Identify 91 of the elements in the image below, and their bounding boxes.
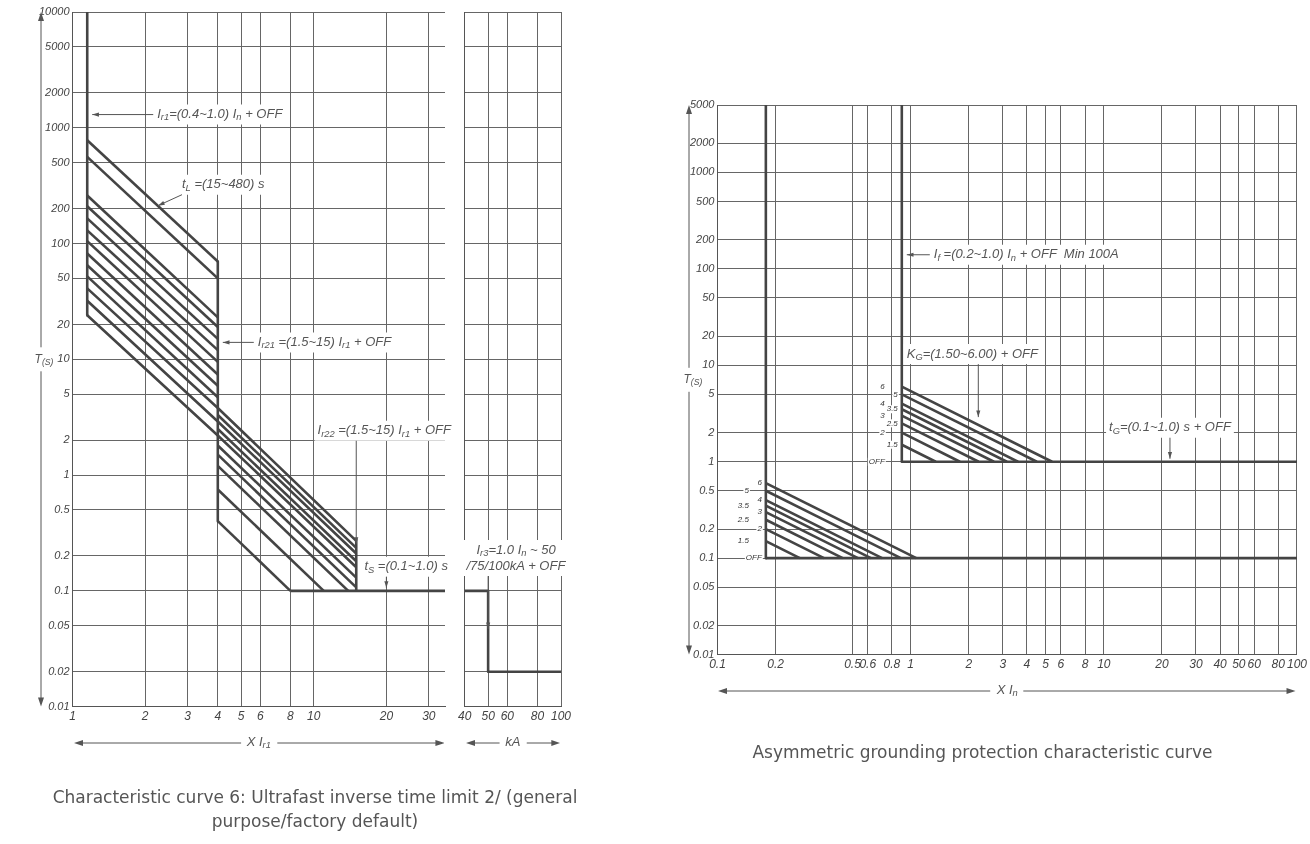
x-tick-label: 40 xyxy=(1213,657,1228,672)
text: Characteristic curve 6: Ultrafast inverse time limit 2/ (general purpose/factory default) xyxy=(51,786,579,833)
y-tick-label: 2 xyxy=(707,425,715,438)
y-tick-label: 10 xyxy=(57,352,71,365)
y-tick-label: 2000 xyxy=(44,85,71,98)
y-tick-label: 5000 xyxy=(689,98,716,111)
annotation: 2 xyxy=(879,427,886,437)
x-tick-label: 5 xyxy=(1042,657,1050,672)
x-tick-label: 0.6 xyxy=(859,657,877,672)
y-tick-label: 20 xyxy=(701,329,716,342)
annotation: 5 xyxy=(893,389,899,399)
x-tick-label: 10 xyxy=(307,709,321,724)
annotation: 6 xyxy=(757,478,763,488)
y-tick-label: 0.5 xyxy=(699,483,716,496)
y-tick-label: 0.2 xyxy=(699,522,715,535)
x-tick-label: 60 xyxy=(1247,657,1262,672)
x-tick-label: 4 xyxy=(1023,657,1031,672)
y-tick-label: 0.02 xyxy=(48,664,70,677)
y-tick-label: 1000 xyxy=(45,120,71,133)
y-tick-label: 0.01 xyxy=(48,699,70,712)
x-tick-label: 30 xyxy=(1189,657,1203,672)
y-tick-label: 100 xyxy=(696,261,716,274)
annotation: 2.5 xyxy=(885,418,899,428)
x-tick-label: 8 xyxy=(1081,657,1089,672)
y-tick-label: 10000 xyxy=(38,5,71,18)
annotation: 1.5 xyxy=(737,536,750,546)
y-tick-label: 200 xyxy=(50,201,71,214)
y-tick-label: 5000 xyxy=(45,39,71,52)
annotation: 3.5 xyxy=(886,404,899,414)
x-axis-title: kA xyxy=(505,734,521,750)
annotation: 6 xyxy=(880,381,886,391)
y-tick-label: 1000 xyxy=(689,165,716,178)
x-tick-label: 5 xyxy=(237,709,245,724)
x-tick-label: 3 xyxy=(999,657,1007,672)
y-tick-label: 500 xyxy=(51,155,71,168)
y-tick-label: 5 xyxy=(63,387,71,400)
x-tick-label: 80 xyxy=(530,709,545,724)
annotation: 2.5 xyxy=(736,515,750,524)
x-tick-label: 2 xyxy=(140,709,149,724)
x-tick-label: 40 xyxy=(457,709,472,724)
y-tick-label: 1 xyxy=(708,454,715,467)
annotation: OFF xyxy=(868,456,886,466)
y-tick-label: 100 xyxy=(51,236,71,249)
annotation: 1.5 xyxy=(886,439,899,449)
x-tick-label: 4 xyxy=(214,709,222,724)
y-tick-label: 0.1 xyxy=(54,583,70,596)
x-tick-label: 3 xyxy=(184,709,192,724)
annotation: 5 xyxy=(744,485,750,495)
annotation: 2 xyxy=(756,524,763,534)
y-tick-label: 2 xyxy=(62,433,70,446)
y-tick-label: 0.2 xyxy=(54,549,70,562)
x-tick-label: 6 xyxy=(256,709,264,724)
y-tick-label: 20 xyxy=(56,317,71,330)
y-tick-label: 0.05 xyxy=(693,580,716,593)
x-tick-label: 50 xyxy=(481,709,496,724)
y-tick-label: 50 xyxy=(702,290,716,303)
annotation: 4 xyxy=(880,398,886,408)
annotation: 3 xyxy=(880,410,886,420)
annotation: 4 xyxy=(757,495,763,505)
y-tick-label: 200 xyxy=(695,232,716,245)
x-tick-label: 60 xyxy=(500,709,515,724)
x-tick-label: 2 xyxy=(964,657,973,672)
y-tick-label: 0.01 xyxy=(693,647,715,660)
y-tick-label: 0.1 xyxy=(699,551,715,564)
x-tick-label: 100 xyxy=(550,709,572,724)
y-tick-label: 1 xyxy=(63,468,70,481)
x-tick-label: 50 xyxy=(1232,657,1246,672)
y-tick-label: 0.05 xyxy=(48,618,71,631)
x-tick-label: 80 xyxy=(1271,657,1286,672)
x-tick-label: 8 xyxy=(287,709,295,724)
annotation: 3 xyxy=(757,507,763,517)
y-tick-label: 2000 xyxy=(688,136,716,149)
x-tick-label: 0.2 xyxy=(767,657,785,672)
x-tick-label: 20 xyxy=(1154,657,1169,672)
x-tick-label: 20 xyxy=(378,709,394,724)
y-tick-label: 500 xyxy=(696,194,716,207)
annotation: 3.5 xyxy=(737,500,750,510)
x-tick-label: 6 xyxy=(1057,657,1065,672)
y-tick-label: 0.5 xyxy=(54,502,71,515)
x-tick-label: 1 xyxy=(907,657,914,672)
y-tick-label: 50 xyxy=(57,271,71,284)
y-tick-label: 5 xyxy=(708,387,716,400)
y-tick-label: 0.02 xyxy=(693,618,715,631)
x-tick-label: 0.8 xyxy=(883,657,901,672)
text: Asymmetric grounding protection characteristic curve xyxy=(751,741,1214,764)
x-tick-label: 30 xyxy=(422,709,436,724)
x-tick-label: 0.5 xyxy=(844,657,862,672)
annotation: OFF xyxy=(745,553,763,563)
y-tick-label: 10 xyxy=(702,358,716,371)
x-tick-label: 100 xyxy=(1286,657,1308,672)
x-tick-label: 10 xyxy=(1097,657,1111,672)
